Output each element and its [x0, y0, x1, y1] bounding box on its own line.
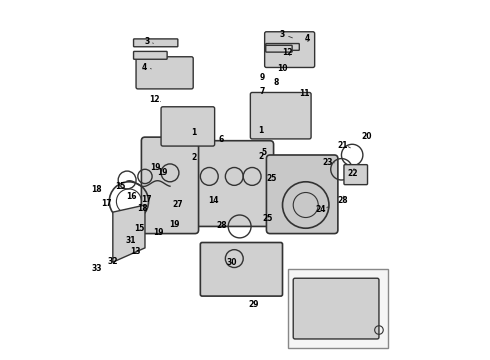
Text: 19: 19	[158, 168, 168, 177]
Text: 4: 4	[305, 34, 310, 43]
Text: 27: 27	[172, 200, 183, 209]
FancyBboxPatch shape	[266, 45, 292, 52]
Text: 6: 6	[218, 135, 223, 144]
Text: 3: 3	[144, 37, 149, 46]
Text: 2: 2	[259, 152, 264, 161]
Text: 18: 18	[137, 204, 148, 213]
Text: 19: 19	[169, 220, 179, 229]
FancyBboxPatch shape	[134, 39, 178, 47]
Text: 19: 19	[153, 228, 164, 237]
Text: 23: 23	[322, 158, 333, 167]
FancyBboxPatch shape	[267, 155, 338, 234]
Text: 7: 7	[259, 87, 265, 96]
Text: 19: 19	[150, 163, 160, 172]
FancyBboxPatch shape	[250, 93, 311, 139]
Text: 32: 32	[107, 257, 118, 266]
FancyBboxPatch shape	[265, 32, 315, 67]
Text: 1: 1	[192, 129, 197, 138]
Text: 18: 18	[92, 185, 102, 194]
Text: 25: 25	[266, 174, 277, 183]
Text: 20: 20	[361, 132, 372, 141]
Text: 12: 12	[282, 48, 293, 57]
Text: 30: 30	[227, 258, 237, 267]
Text: 17: 17	[101, 199, 112, 208]
Bar	[288, 269, 388, 348]
FancyBboxPatch shape	[344, 165, 368, 185]
Text: 15: 15	[134, 224, 145, 233]
Text: 15: 15	[116, 182, 126, 191]
Text: 2: 2	[192, 153, 197, 162]
Text: 21: 21	[337, 141, 348, 150]
Text: 29: 29	[248, 300, 259, 309]
Text: 3: 3	[280, 30, 285, 39]
Text: 10: 10	[278, 64, 288, 73]
Text: 33: 33	[92, 264, 102, 273]
Text: 28: 28	[337, 196, 348, 205]
Text: 14: 14	[208, 196, 219, 205]
Text: 28: 28	[216, 221, 227, 230]
Polygon shape	[113, 205, 145, 262]
FancyBboxPatch shape	[266, 44, 299, 50]
Text: 8: 8	[273, 78, 279, 87]
FancyBboxPatch shape	[136, 57, 193, 89]
Text: 9: 9	[259, 73, 265, 82]
Text: 25: 25	[263, 214, 273, 223]
Text: 11: 11	[299, 89, 309, 98]
Text: 24: 24	[316, 205, 326, 214]
FancyBboxPatch shape	[142, 137, 198, 234]
FancyBboxPatch shape	[200, 243, 283, 296]
Text: 5: 5	[261, 148, 267, 157]
FancyBboxPatch shape	[161, 107, 215, 146]
FancyBboxPatch shape	[188, 141, 273, 226]
Text: 17: 17	[142, 195, 152, 204]
FancyBboxPatch shape	[134, 51, 167, 59]
Text: 16: 16	[126, 192, 137, 201]
Text: 1: 1	[258, 126, 264, 135]
Text: 4: 4	[142, 63, 147, 72]
Text: 22: 22	[347, 169, 358, 178]
Text: 12: 12	[149, 95, 160, 104]
FancyBboxPatch shape	[293, 278, 379, 339]
Text: 31: 31	[125, 235, 136, 244]
Text: 13: 13	[130, 247, 141, 256]
